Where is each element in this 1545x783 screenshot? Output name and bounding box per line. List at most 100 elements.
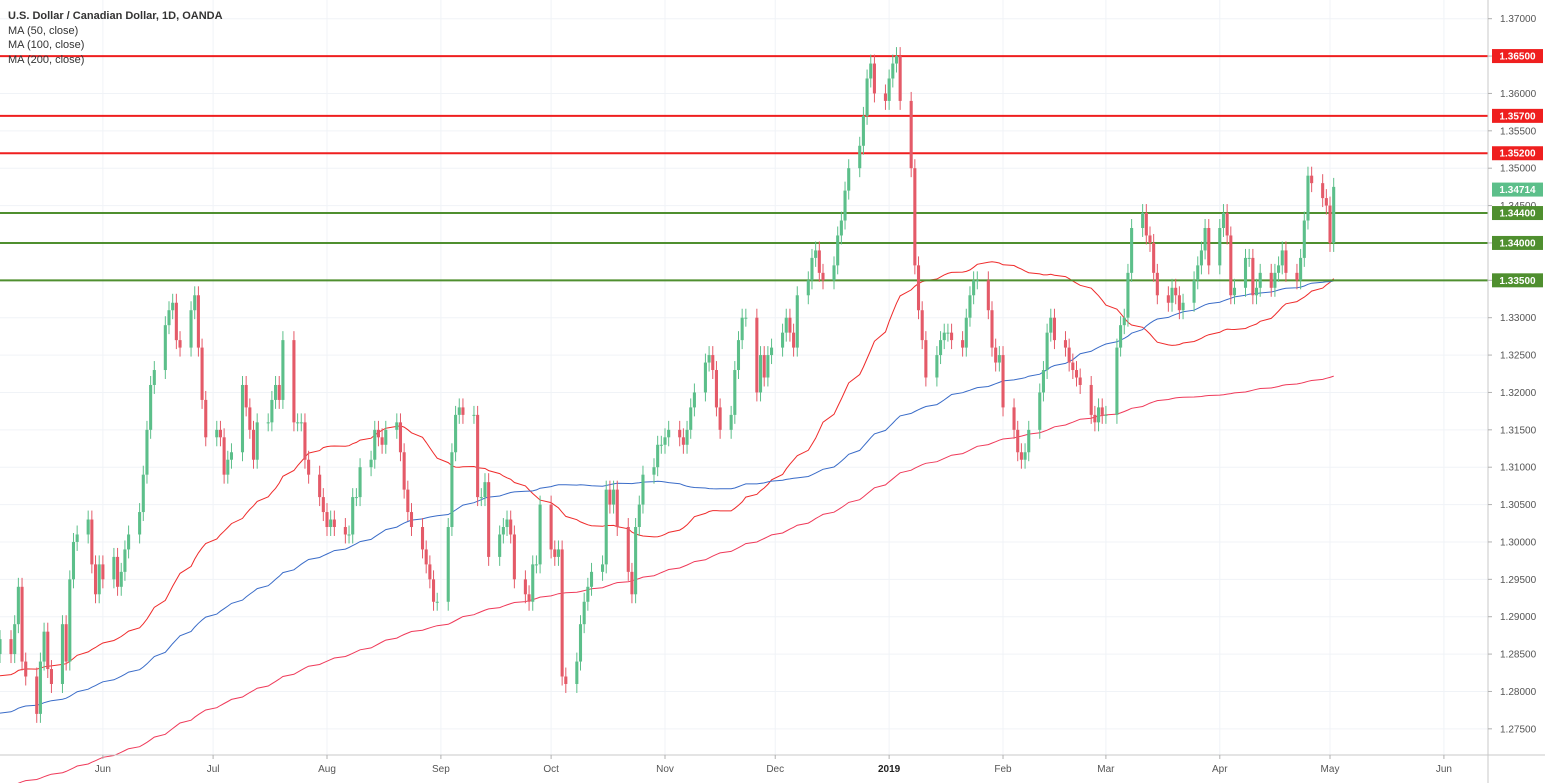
candle-body [608,489,612,505]
candle-body [457,407,461,415]
candle-body [409,512,414,528]
candle-body [1280,250,1284,266]
candle-body [641,474,645,505]
price-tag-label: 1.34000 [1499,238,1536,249]
candle-body [171,302,175,311]
candle-body [318,474,322,498]
candle-body [652,467,656,475]
candle-body [663,437,667,445]
candle-body [1122,317,1126,326]
candle-body [93,564,98,595]
candle-body [1225,213,1229,236]
price-axis[interactable]: 1.27500 1.28000 1.28500 1.29000 1.29500 1.300… [1488,14,1537,735]
candle-body [251,429,256,460]
candle-body [123,549,127,572]
candle-body [604,489,608,565]
candle-body [1284,250,1288,273]
price-tick-label: 1.30500 [1500,500,1537,511]
candle-body [1192,280,1196,303]
resistance-price-tag [1492,49,1543,64]
candle-body [226,459,230,475]
price-tick-label: 1.37000 [1500,14,1537,25]
price-tick-label: 1.36000 [1500,89,1537,100]
candle-body [299,422,303,424]
candle-body [762,355,766,378]
candle-body [296,422,300,424]
candle-body [865,78,869,116]
candle-body [817,250,821,273]
candle-body [1144,213,1148,236]
candle-body [858,145,862,169]
candle-body [1306,175,1310,221]
time-tick-label: Mar [1097,764,1115,775]
candle-body [376,429,380,438]
candle-body [1027,429,1031,453]
candle-body [244,384,248,408]
candle-body [758,355,763,393]
candle-body [534,564,538,566]
ma200-legend[interactable]: MA (200, close) [8,53,85,66]
time-tick-label: Jun [1436,764,1452,775]
candle-body [986,280,990,311]
candle-body [483,482,487,498]
candle-body [13,624,17,655]
candle-body [446,527,450,602]
candle-body [49,669,53,684]
candle-body [770,347,774,356]
candle-body [332,519,336,528]
price-tick-label: 1.29000 [1500,612,1537,623]
candle-body [560,549,564,677]
candle-body [1074,370,1079,378]
candle-body [836,235,840,266]
ma50-line [0,261,1335,677]
candle-body [1181,302,1185,311]
time-tick-label: Apr [1212,764,1228,775]
candle-body [428,564,432,580]
candle-body [149,384,153,430]
candle-body [498,534,502,557]
candle-body [891,63,895,79]
candle-body [1038,392,1042,430]
candle-body [42,631,46,662]
candle-body [46,631,50,670]
candle-body [16,586,20,625]
ma50-legend[interactable]: MA (50, close) [8,24,79,37]
time-tick-label: Nov [656,764,674,775]
time-axis[interactable]: Jun Jul Aug Sep Oct Nov Dec 2019 Feb Mar Apr May Jun [95,755,1452,775]
candle-body [1324,198,1328,206]
candle-body [788,317,792,333]
candle-body [1229,235,1233,296]
horizontal-levels[interactable] [0,55,1488,282]
price-tag-label: 1.35700 [1499,111,1536,122]
candle-body [1115,347,1119,415]
ma100-legend[interactable]: MA (100, close) [8,39,85,51]
candle-body [119,571,123,587]
candle-body [839,220,843,236]
symbol-title[interactable]: U.S. Dollar / Canadian Dollar, 1D, OANDA [8,10,223,22]
candle-body [781,332,785,348]
candle-body [939,340,943,356]
candle-body [505,519,509,528]
candle-body [872,63,876,94]
candle-body [689,407,693,430]
candle-body [1251,257,1255,296]
support-price-tag [1492,235,1543,250]
candle-body [215,429,219,438]
candle-body [307,459,311,475]
candle-body [167,310,171,326]
candle-body [634,527,638,595]
candle-body [163,325,167,371]
candle-body [189,310,193,348]
candle-body [1063,340,1068,348]
plot-area [0,0,1488,755]
candle-body [152,370,156,385]
candle-body [692,392,696,408]
time-tick-label: Jul [207,764,220,775]
candle-body [718,407,722,430]
candle-body [1218,227,1222,266]
candle-body [869,63,873,79]
time-tick-label: Dec [766,764,784,775]
ma200-line [17,375,1334,783]
candle-body [1155,272,1159,296]
